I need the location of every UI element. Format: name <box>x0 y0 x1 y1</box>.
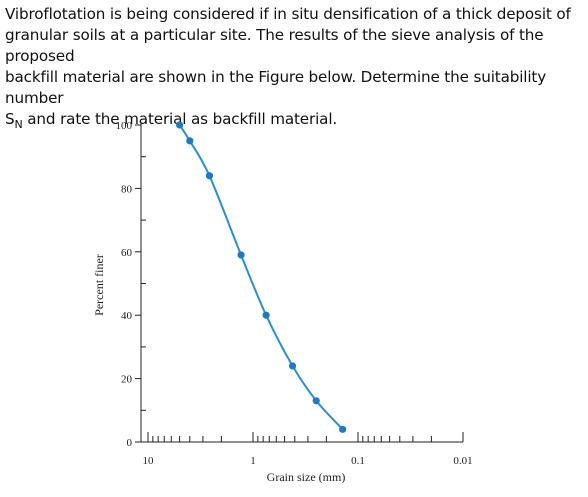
x-tick-label: 10 <box>143 455 155 467</box>
y-tick-label: 20 <box>121 374 133 386</box>
question-line-3: backfill material are shown in the Figur… <box>5 68 551 107</box>
y-tick-label: 0 <box>127 437 133 449</box>
x-tick-label: 1 <box>250 455 256 467</box>
y-axis-title: Percent finer <box>92 254 106 316</box>
data-point <box>176 121 184 129</box>
data-point <box>186 137 194 145</box>
y-tick-label: 80 <box>121 183 133 195</box>
x-tick-label: 0.1 <box>351 455 365 467</box>
x-axis-title: Grain size (mm) <box>267 470 346 484</box>
data-point <box>339 425 347 433</box>
data-point <box>262 311 270 319</box>
question-line-2: granular soils at a particular site. The… <box>5 26 549 65</box>
sn-subscript: N <box>14 118 23 132</box>
x-tick-label: 0.01 <box>453 455 472 467</box>
y-tick-label: 40 <box>121 310 133 322</box>
y-tick-label: 100 <box>116 120 133 132</box>
data-point <box>312 397 320 405</box>
data-point <box>237 251 245 259</box>
sn-symbol: S <box>5 110 15 128</box>
question-line-4-rest: and rate the material as backfill materi… <box>22 110 338 128</box>
data-point <box>205 172 214 180</box>
y-tick-label: 60 <box>121 247 133 259</box>
series-line <box>178 124 344 430</box>
question-line-1: Vibroflotation is being considered if in… <box>5 5 571 23</box>
question-text: Vibroflotation is being considered if in… <box>5 4 585 135</box>
data-point <box>288 362 297 370</box>
question-line-4: SN and rate the material as backfill mat… <box>5 109 585 135</box>
